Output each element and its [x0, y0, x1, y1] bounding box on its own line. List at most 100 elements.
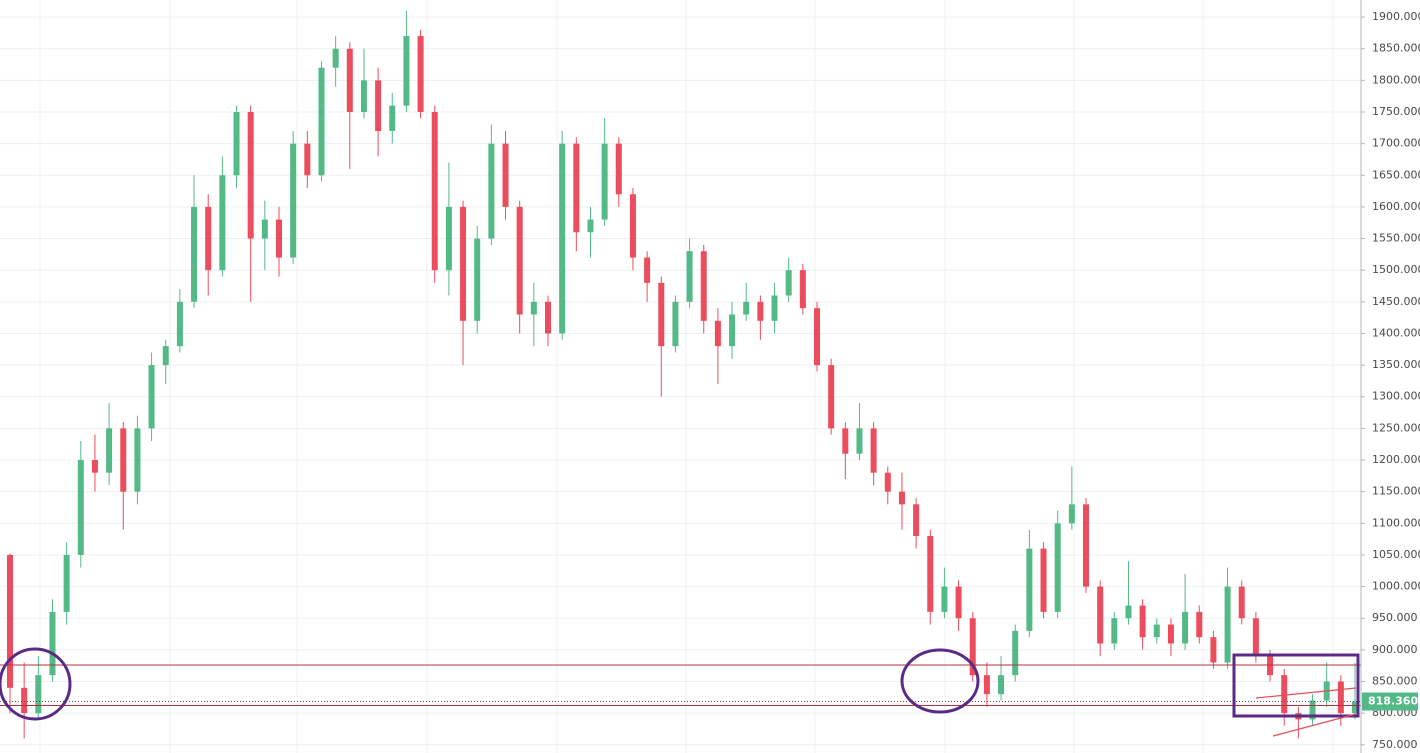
- candle-body: [389, 105, 396, 131]
- y-tick-label: 1450.000: [1372, 295, 1420, 308]
- trend-line: [1255, 687, 1357, 699]
- candle-body: [1153, 624, 1160, 638]
- candle-body: [814, 308, 820, 366]
- candle-body: [1267, 656, 1274, 676]
- y-tick-label: 1250.000: [1372, 421, 1420, 434]
- y-tick-label: 900.000: [1372, 643, 1418, 656]
- candle-body: [219, 175, 226, 271]
- candle-body: [1139, 605, 1146, 638]
- candle-body: [304, 143, 311, 176]
- candle-body: [955, 586, 962, 619]
- candle-body: [191, 206, 198, 302]
- candle-body: [431, 112, 438, 271]
- candle-body: [162, 346, 169, 366]
- candle-body: [7, 554, 13, 688]
- candle-body: [1182, 611, 1189, 644]
- candle-body: [1125, 605, 1132, 619]
- grid: [0, 16, 1361, 746]
- y-tick-label: 1900.000: [1372, 10, 1420, 23]
- y-tick-label: 1600.000: [1372, 200, 1420, 213]
- candle-body: [771, 295, 778, 321]
- candle-body: [516, 206, 523, 315]
- candle-body: [927, 535, 934, 612]
- y-tick-label: 1050.000: [1372, 548, 1420, 561]
- candle-body: [998, 675, 1005, 695]
- candle-body: [1224, 586, 1231, 663]
- candle-body: [332, 48, 339, 68]
- candle-body: [757, 301, 764, 321]
- trend-line: [1272, 713, 1357, 737]
- candle-body: [1083, 504, 1089, 587]
- candle-body: [1040, 548, 1047, 612]
- candle-body: [1210, 637, 1217, 663]
- candle-body: [1252, 618, 1259, 657]
- candle-body: [615, 143, 622, 195]
- candle-body: [828, 365, 835, 429]
- candle-body: [983, 675, 990, 695]
- candle-body: [1167, 624, 1174, 644]
- candle-body: [375, 80, 382, 131]
- candle-body: [573, 143, 580, 233]
- candle-body: [276, 219, 282, 258]
- candle-body: [1337, 681, 1344, 714]
- candle-body: [360, 80, 367, 113]
- candle-body: [318, 67, 325, 176]
- candle-body: [969, 618, 976, 676]
- circle-annotation: [900, 648, 980, 714]
- annotations: [0, 647, 1360, 737]
- candle-body: [403, 36, 410, 106]
- candle-body: [941, 586, 948, 612]
- candle-body: [1281, 675, 1288, 714]
- candle-body: [785, 270, 792, 296]
- candle-body: [176, 301, 183, 347]
- candle-body: [460, 206, 467, 321]
- candle-body: [842, 428, 849, 454]
- candle-body: [21, 687, 28, 714]
- candle-body: [700, 251, 707, 321]
- box-annotation: [1232, 653, 1360, 718]
- candle-body: [233, 112, 240, 176]
- last-price-label: 818.360: [1368, 695, 1418, 708]
- candle-body: [799, 270, 806, 309]
- candle-body: [91, 460, 98, 473]
- candle-body: [120, 428, 127, 492]
- candle-body: [1097, 586, 1104, 644]
- candle-body: [644, 257, 651, 283]
- candle-body: [559, 143, 566, 334]
- candle-body: [1309, 700, 1316, 720]
- candle-body: [1026, 548, 1033, 631]
- vertical-grid: [39, 0, 1334, 753]
- candle-body: [488, 143, 495, 239]
- candle-body: [1352, 701, 1358, 714]
- candle-body: [134, 428, 141, 492]
- y-tick-label: 1750.000: [1372, 105, 1420, 118]
- y-tick-label: 1850.000: [1372, 42, 1420, 55]
- y-tick-label: 1100.000: [1372, 516, 1420, 529]
- candle-body: [1196, 611, 1203, 638]
- candle-body: [290, 143, 297, 258]
- plot: [0, 10, 1361, 739]
- candle-body: [148, 365, 155, 429]
- y-tick-label: 1000.000: [1372, 580, 1420, 593]
- circle-annotation: [0, 647, 72, 721]
- candle-body: [1111, 618, 1118, 644]
- y-tick-label: 1150.000: [1372, 485, 1420, 498]
- candle-body: [1238, 586, 1245, 619]
- candle-body: [35, 675, 42, 714]
- candle-body: [870, 428, 877, 473]
- candle-body: [530, 301, 537, 315]
- candle-body: [502, 143, 509, 207]
- y-tick-label: 1550.000: [1372, 232, 1420, 245]
- candle-body: [77, 460, 84, 555]
- candle-body: [106, 428, 113, 473]
- y-tick-label: 1650.000: [1372, 168, 1420, 181]
- y-tick-label: 1400.000: [1372, 326, 1420, 339]
- y-tick-label: 1700.000: [1372, 137, 1420, 150]
- candle-body: [913, 504, 920, 536]
- price-axis-labels: 750.000800.000850.000900.000950.0001000.…: [1361, 10, 1420, 751]
- y-tick-label: 950.000: [1372, 611, 1418, 624]
- candle-body: [714, 320, 721, 347]
- candle-body: [672, 301, 679, 347]
- candle-body: [729, 314, 736, 347]
- candle-body: [884, 472, 891, 492]
